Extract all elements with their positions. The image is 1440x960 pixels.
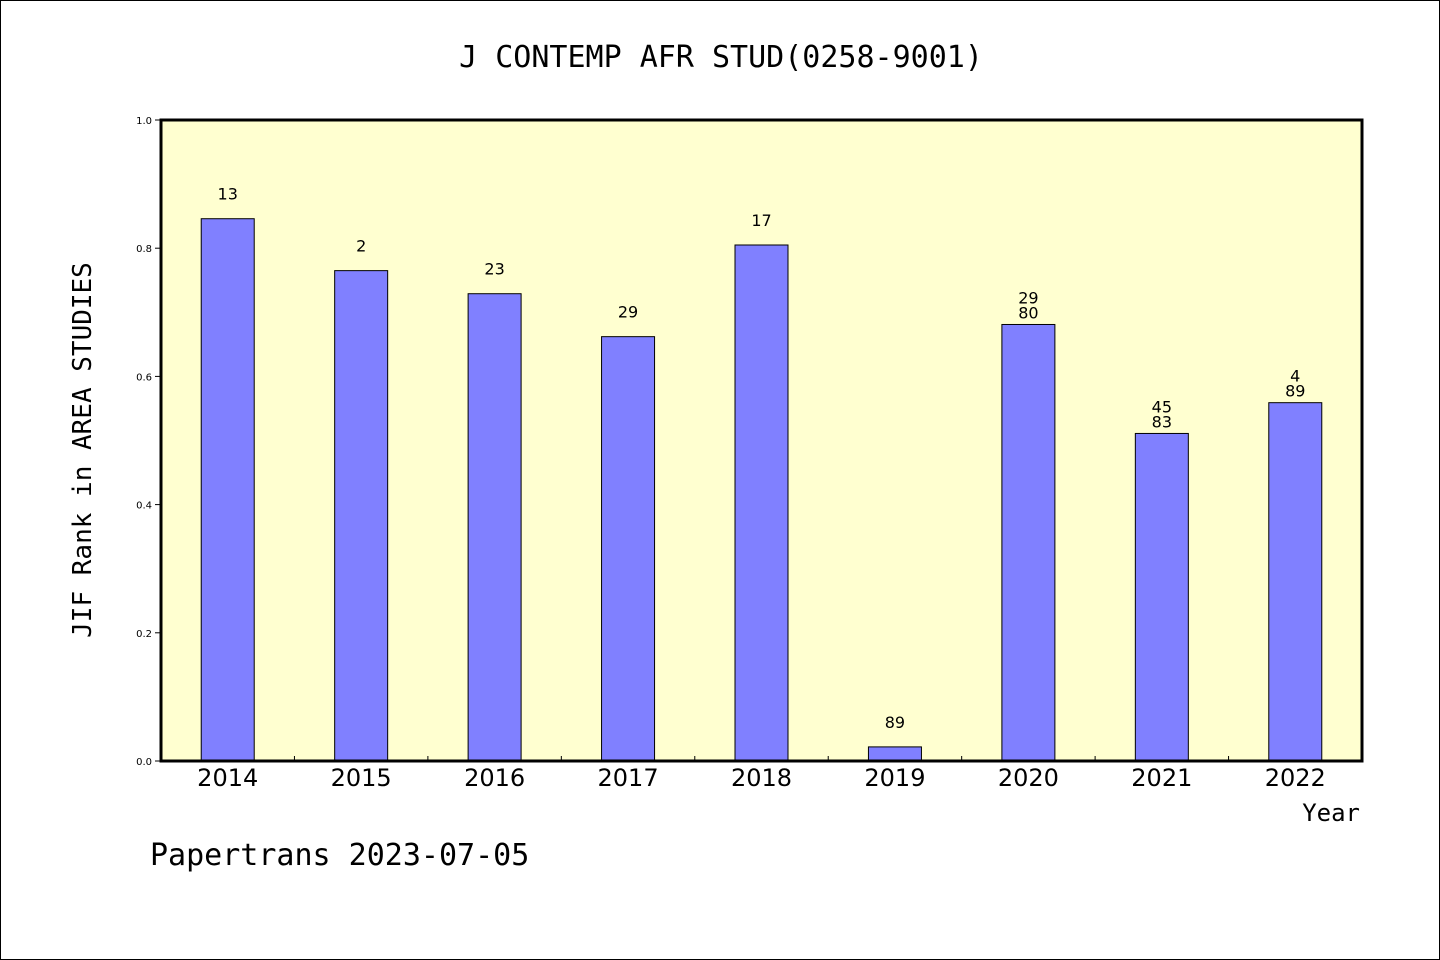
y-tick-label: 0.8	[136, 244, 152, 255]
bar-2015	[334, 270, 389, 762]
data-label: 89	[885, 713, 905, 732]
bar-2017	[601, 336, 656, 762]
x-tick-label: 2017	[598, 764, 659, 792]
data-label: 29	[1018, 288, 1038, 307]
data-label: 45	[1152, 397, 1172, 416]
y-tick-label: 1.0	[136, 116, 152, 127]
x-tick-label: 2014	[197, 764, 258, 792]
bar-2018	[734, 244, 789, 762]
y-tick-label: 0.0	[136, 757, 152, 768]
y-axis: 0.0 0.2 0.4 0.6 0.8 1.0	[136, 116, 161, 768]
x-axis-label: Year	[1302, 799, 1360, 827]
x-tick-label: 2018	[731, 764, 792, 792]
data-label: 17	[751, 211, 771, 230]
y-tick-label: 0.2	[136, 629, 152, 640]
y-tick-label: 0.6	[136, 372, 152, 383]
data-label: 89	[1285, 382, 1305, 401]
data-label: 80	[1018, 303, 1038, 322]
data-label: 29	[618, 303, 638, 322]
x-tick-label: 2022	[1265, 764, 1326, 792]
data-label: 4	[1290, 367, 1300, 386]
data-label: 83	[1152, 412, 1172, 431]
footer-text: Papertrans 2023-07-05	[150, 838, 529, 873]
data-label: 13	[218, 185, 238, 204]
x-tick-label: 2021	[1131, 764, 1192, 792]
x-tick-label: 2016	[464, 764, 525, 792]
x-tick-label: 2015	[331, 764, 392, 792]
x-tick-label: 2019	[864, 764, 925, 792]
y-tick-label: 0.4	[136, 501, 152, 512]
bar-2022	[1268, 402, 1323, 762]
plot-frame	[159, 118, 1364, 763]
bar-2019	[867, 746, 922, 762]
data-label: 2	[356, 237, 366, 256]
x-tick-label: 2020	[998, 764, 1059, 792]
bar-2014	[200, 218, 255, 762]
bars	[200, 218, 1323, 762]
data-label: 23	[484, 260, 504, 279]
x-axis: 2014 2015 2016 2017 2018 2019 2020 2021 2022	[197, 764, 1326, 792]
chart-title: J CONTEMP AFR STUD(0258-9001)	[459, 40, 983, 75]
bar-2016	[467, 293, 522, 762]
y-axis-label: JIF Rank in AREA STUDIES	[68, 262, 98, 638]
bar-2020	[1001, 323, 1056, 762]
bar-2021	[1134, 432, 1189, 762]
